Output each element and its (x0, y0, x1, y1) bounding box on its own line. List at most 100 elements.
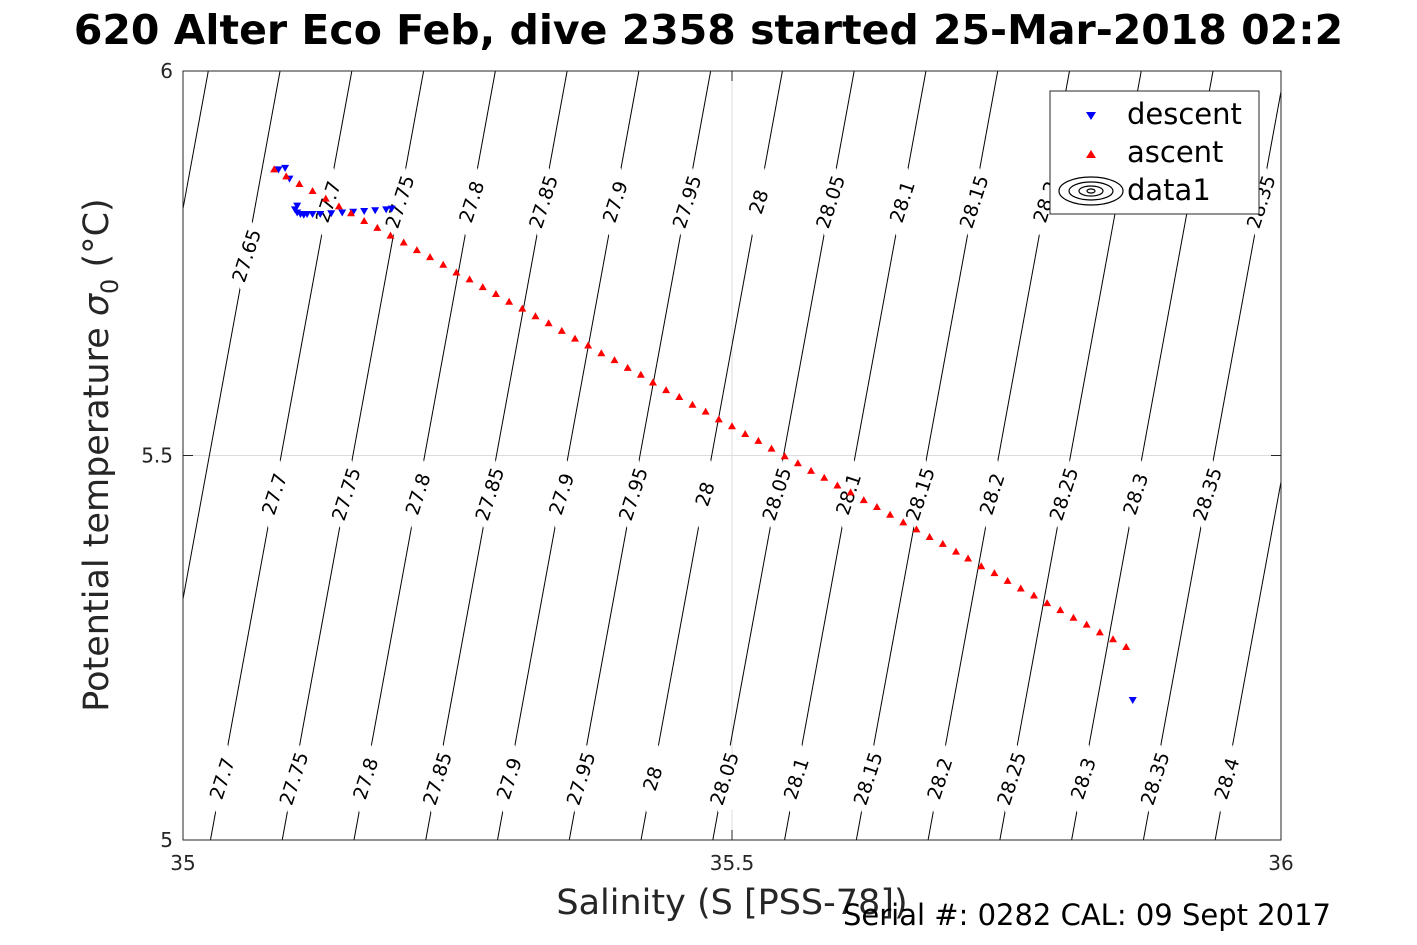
x-axis-label: Salinity (S [PSS-78]) (556, 883, 907, 923)
contour-label-background (884, 168, 920, 236)
density-contour-line (1214, 479, 1281, 840)
ascent-point (412, 246, 421, 254)
legend-data1-label: data1 (1127, 173, 1211, 207)
x-tick-label: 35.5 (710, 851, 755, 875)
ascent-point (1082, 620, 1091, 628)
descent-point (293, 202, 302, 210)
y-tick-label: 5.5 (141, 444, 173, 468)
contour-label-background (400, 460, 436, 528)
ascent-point (1069, 613, 1078, 621)
ascent-point (518, 304, 527, 312)
ascent-point (886, 510, 895, 518)
contour-label-background (471, 460, 507, 528)
ascent-point (780, 452, 789, 460)
ascent-point (373, 223, 382, 231)
ascent-point (767, 444, 776, 452)
contour-label-background (256, 460, 292, 528)
legend-descent-marker (1086, 112, 1096, 120)
contour-label-background (956, 168, 992, 236)
ascent-point (570, 334, 579, 342)
ascent-point (346, 209, 355, 217)
ascent-point (938, 539, 947, 547)
x-tick-label: 36 (1268, 851, 1293, 875)
x-tick-label: 35 (170, 851, 195, 875)
ascent-point (701, 407, 710, 415)
legend-contour-icon (1058, 176, 1124, 206)
ascent-point (1122, 642, 1131, 650)
descent-point (303, 211, 312, 219)
ascent-point (505, 297, 514, 305)
ascent-point (1029, 591, 1038, 599)
contour-label-background (812, 168, 848, 236)
descent-point (387, 205, 396, 213)
ascent-point (754, 436, 763, 444)
contour-label-background (778, 744, 814, 813)
ascent-point (597, 349, 606, 357)
contour-label-background (228, 221, 264, 290)
contour-label-background (669, 168, 705, 236)
ascent-point (741, 429, 750, 437)
ascent-point (675, 393, 684, 401)
ascent-point (1109, 635, 1118, 643)
ascent-point (623, 363, 632, 371)
ascent-point (636, 370, 645, 378)
contour-label-background (974, 460, 1010, 528)
descent-point (308, 211, 317, 219)
descent-point (1128, 697, 1137, 705)
ascent-point (833, 481, 842, 489)
ascent-point (951, 547, 960, 555)
data-points (270, 164, 1137, 705)
ascent-point (491, 290, 500, 298)
ascent-point (334, 202, 343, 210)
ascent-point (1016, 584, 1025, 592)
ascent-point (1003, 576, 1012, 584)
ascent-point (925, 533, 934, 541)
descent-point (327, 210, 336, 218)
ascent-point (531, 312, 540, 320)
contour-label-background (543, 460, 579, 528)
contour-label-background (1117, 460, 1153, 528)
legend-ascent-marker (1086, 150, 1096, 158)
ascent-point (399, 238, 408, 246)
ascent-point (610, 356, 619, 364)
contour-label-background (993, 744, 1029, 813)
ascent-point (584, 341, 593, 349)
legend-ascent-label: ascent (1127, 135, 1223, 169)
ascent-point (688, 400, 697, 408)
contour-label-background (562, 744, 599, 813)
y-tick-label: 5 (160, 828, 173, 852)
contour-label-background (615, 460, 651, 528)
y-axis-label-unit: (°C) (77, 198, 117, 278)
ascent-point (1043, 599, 1052, 607)
ascent-point (452, 268, 461, 276)
y-axis-label-sigma: σ (77, 292, 117, 316)
ascent-point (714, 415, 723, 423)
contour-label-background (597, 168, 633, 236)
contour-label-background (310, 168, 346, 236)
density-contour-line (1287, 71, 1417, 840)
descent-point (371, 207, 380, 215)
contour-label-background (740, 168, 776, 236)
ascent-point (899, 518, 908, 526)
chart-title-text: 620 Alter Eco Feb, dive 2358 started 25-… (73, 6, 1344, 54)
ascent-point (728, 422, 736, 430)
ascent-point (295, 180, 304, 188)
contour-label-background (706, 744, 742, 813)
ascent-point (964, 554, 973, 562)
legend: descent ascent data1 (1049, 90, 1260, 215)
contour-label-background (758, 460, 795, 528)
descent-point (338, 209, 347, 217)
descent-point (316, 211, 325, 219)
contour-label-background (328, 460, 364, 528)
contour-label-background (275, 744, 312, 813)
ascent-point (807, 466, 816, 474)
ascent-point (859, 496, 868, 504)
y-tick-label: 6 (160, 59, 173, 83)
axis-ticks: 35 35.5 36 5 5.5 6 (141, 59, 1294, 875)
ascent-point (465, 275, 474, 283)
ascent-point (544, 319, 553, 327)
ascent-point (820, 473, 829, 481)
y-axis-label: Potential temperature σ0 (°C) (77, 198, 124, 711)
ascent-point (282, 172, 291, 180)
